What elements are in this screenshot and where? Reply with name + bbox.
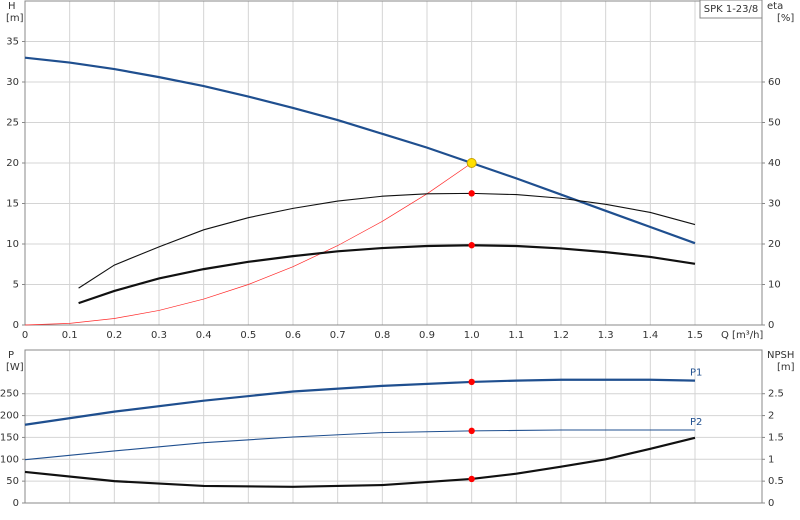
curve: [78, 192, 696, 289]
duty-point: [468, 190, 475, 197]
y-axis-label: H: [8, 1, 16, 12]
curve: [24, 56, 696, 245]
y2-tick-label: 50: [768, 118, 781, 129]
y-tick-label: 25: [6, 118, 19, 129]
x-axis-label: Q [m³/h]: [721, 330, 763, 341]
y2-tick-label: 40: [768, 158, 781, 169]
y-tick-label: 100: [0, 454, 19, 465]
duty-point: [468, 427, 475, 435]
x-tick-label: 1.0: [464, 330, 480, 341]
y-tick-label: 5: [13, 280, 19, 291]
y-tick-label: 35: [6, 37, 19, 48]
x-tick-label: 0.2: [106, 330, 122, 341]
x-tick-label: 0.8: [374, 330, 390, 341]
series-label: P1: [690, 368, 702, 379]
title-box: [699, 0, 763, 19]
y-axis-unit: [W]: [6, 362, 24, 373]
y-tick-label: 150: [0, 432, 19, 443]
y-tick-label: 10: [6, 239, 19, 250]
y-tick-label: 0: [13, 498, 19, 509]
chart-title: SPK 1-23/8: [704, 4, 759, 15]
y2-tick-label: 2.5: [768, 389, 784, 400]
x-tick-label: 0.4: [196, 330, 212, 341]
y-tick-label: 20: [6, 158, 19, 169]
curve: [78, 244, 696, 305]
y2-axis-label: eta: [767, 1, 783, 12]
x-tick-label: 0.3: [151, 330, 167, 341]
y-axis-label: P: [8, 350, 14, 361]
x-tick-label: 1.1: [508, 330, 524, 341]
x-tick-label: 0.6: [285, 330, 301, 341]
duty-point: [468, 242, 475, 249]
y-tick-label: 0: [13, 320, 19, 331]
y-tick-label: 15: [6, 199, 19, 210]
plot-frame: [24, 349, 763, 504]
x-tick-label: 0.1: [62, 330, 78, 341]
y2-axis-label: NPSH: [767, 350, 794, 361]
y2-tick-label: 2: [768, 411, 774, 422]
y2-tick-label: 0.5: [768, 476, 784, 487]
y2-tick-label: 20: [768, 239, 781, 250]
y-tick-label: 200: [0, 411, 19, 422]
x-tick-label: 1.3: [598, 330, 614, 341]
duty-point: [468, 378, 475, 386]
y2-tick-label: 0: [768, 498, 774, 509]
x-tick-label: 1.5: [687, 330, 703, 341]
x-tick-label: 0.5: [240, 330, 256, 341]
y2-axis-unit: [%]: [777, 13, 794, 24]
y2-axis-unit: [m]: [777, 362, 795, 373]
x-tick-label: 0.9: [419, 330, 435, 341]
y-tick-label: 250: [0, 389, 19, 400]
y2-tick-label: 1.5: [768, 432, 784, 443]
y2-tick-label: 60: [768, 77, 781, 88]
x-tick-label: 0: [22, 330, 28, 341]
y-tick-label: 30: [6, 77, 19, 88]
y-axis-unit: [m]: [6, 13, 24, 24]
curve: [24, 162, 472, 326]
y2-tick-label: 30: [768, 199, 781, 210]
plot-frame: [24, 0, 763, 326]
series-label: P2: [690, 417, 702, 428]
y2-tick-label: 10: [768, 280, 781, 291]
duty-point: [468, 475, 475, 483]
duty-point: [466, 158, 477, 168]
y2-tick-label: 0: [768, 320, 774, 331]
y2-tick-label: 1: [768, 454, 774, 465]
y-tick-label: 50: [6, 476, 19, 487]
x-tick-label: 1.4: [642, 330, 658, 341]
x-tick-label: 1.2: [553, 330, 569, 341]
x-tick-label: 0.7: [330, 330, 346, 341]
